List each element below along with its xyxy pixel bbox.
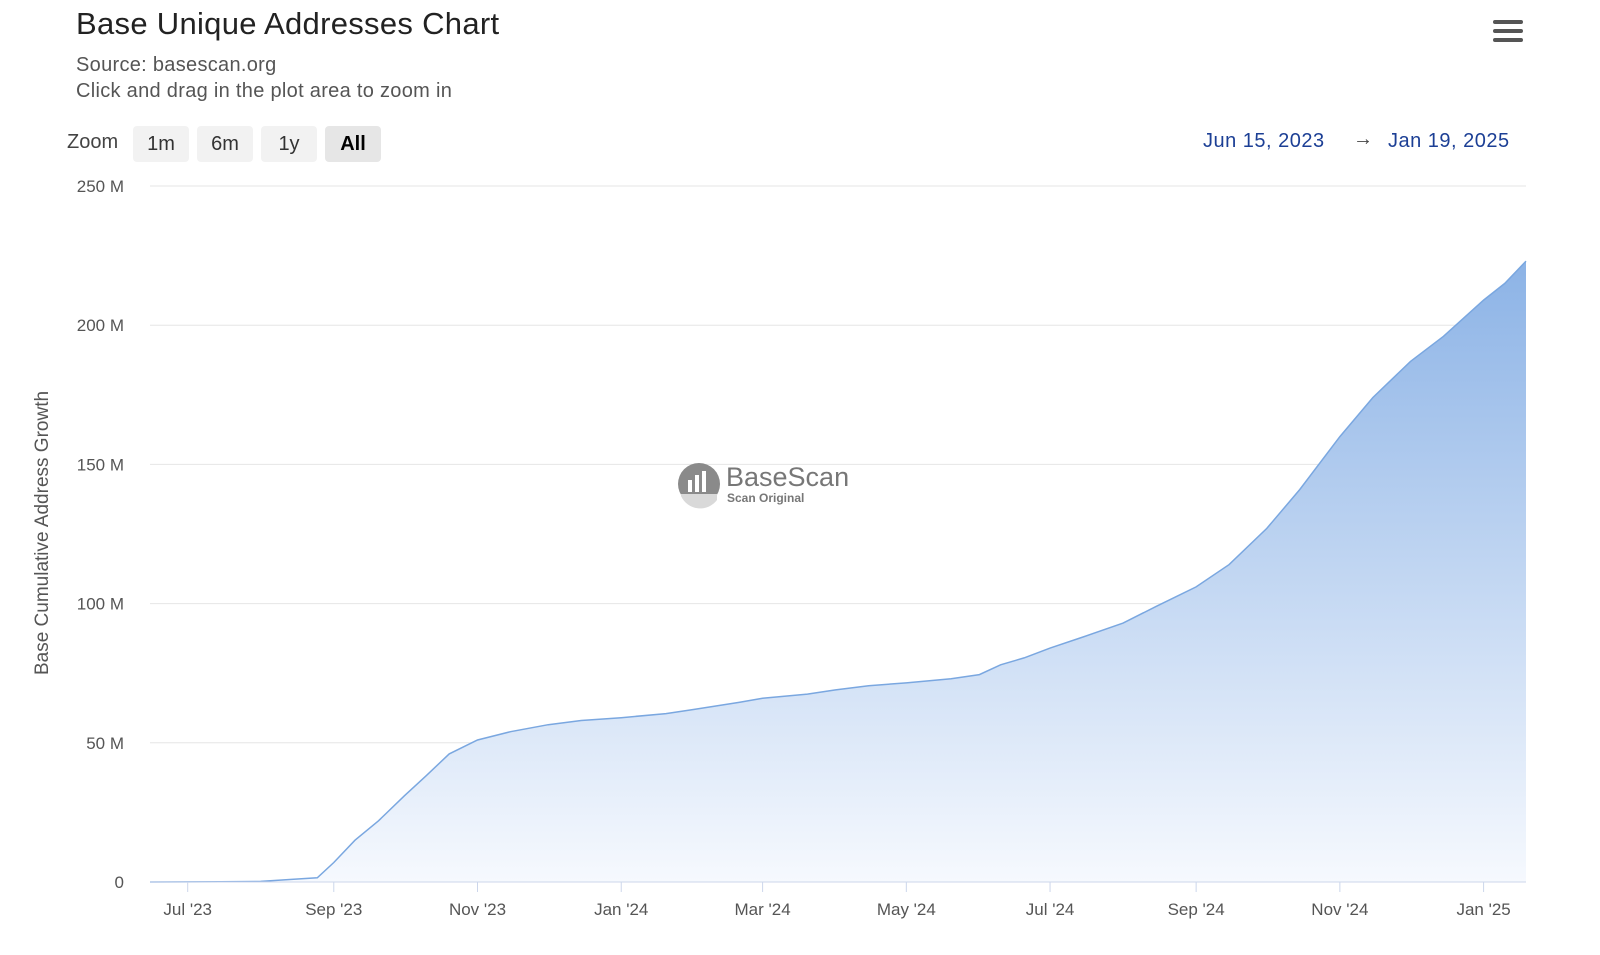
x-tick-label: Jan '24	[594, 900, 648, 919]
y-axis-label: Base Cumulative Address Growth	[32, 391, 53, 675]
basescan-logo-swoosh	[681, 494, 717, 509]
x-tick-label: Nov '24	[1311, 900, 1368, 919]
x-tick-label: Sep '23	[305, 900, 362, 919]
x-tick-label: Nov '23	[449, 900, 506, 919]
basescan-watermark: BaseScan Scan Original	[678, 462, 849, 509]
y-tick-label: 150 M	[77, 455, 124, 474]
x-tick-label: Jul '24	[1026, 900, 1075, 919]
watermark-name: BaseScan	[726, 462, 849, 492]
y-tick-label: 50 M	[86, 734, 124, 753]
chart-source: Source: basescan.org	[76, 54, 277, 76]
x-tick-label: May '24	[877, 900, 936, 919]
watermark-tagline: Scan Original	[727, 491, 804, 505]
y-tick-label: 0	[115, 873, 124, 892]
series-area	[150, 261, 1526, 882]
zoom-6m-button[interactable]: 6m	[197, 126, 253, 162]
x-tick-label: Jul '23	[163, 900, 212, 919]
y-tick-label: 200 M	[77, 316, 124, 335]
zoom-label: Zoom	[67, 131, 119, 153]
x-tick-label: Jan '25	[1456, 900, 1510, 919]
hamburger-menu-icon[interactable]	[1486, 14, 1528, 50]
range-arrow: →	[1353, 128, 1373, 150]
chart-title: Base Unique Addresses Chart	[76, 6, 500, 41]
y-tick-label: 250 M	[77, 177, 124, 196]
zoom-1m-button[interactable]: 1m	[133, 126, 189, 162]
series-line	[149, 260, 1527, 883]
chart-hint: Click and drag in the plot area to zoom …	[76, 80, 453, 102]
zoom-1y-button[interactable]: 1y	[261, 126, 317, 162]
x-tick-label: Mar '24	[735, 900, 791, 919]
zoom-all-button[interactable]: All	[325, 126, 381, 162]
range-to-input[interactable]: Jan 19, 2025	[1388, 130, 1510, 152]
x-tick-label: Sep '24	[1168, 900, 1225, 919]
y-tick-label: 100 M	[77, 595, 124, 614]
range-from-input[interactable]: Jun 15, 2023	[1203, 130, 1325, 152]
